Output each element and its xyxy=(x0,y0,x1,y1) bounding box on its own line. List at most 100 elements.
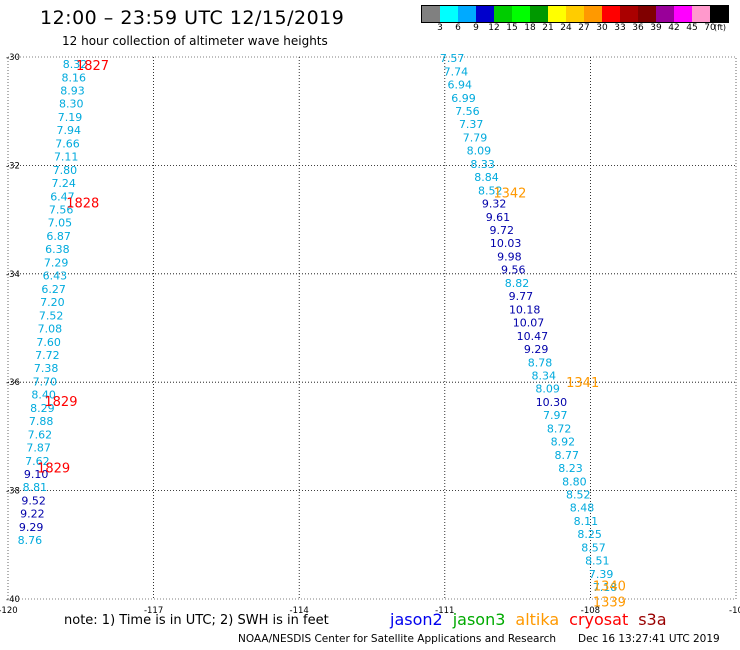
wave-height-value: 9.72 xyxy=(490,224,515,237)
wave-height-value: 8.30 xyxy=(59,98,84,111)
mission-jason3: jason3 xyxy=(452,610,506,629)
wave-height-value: 8.25 xyxy=(577,528,602,541)
x-tick-label: -120 xyxy=(0,606,18,616)
pass-time-label: 1342 xyxy=(493,187,526,202)
wave-height-value: 7.56 xyxy=(455,105,480,118)
wave-height-value: 8.34 xyxy=(532,369,557,382)
color-swatch xyxy=(602,6,620,22)
color-scale-label: 3 xyxy=(437,23,443,33)
y-tick-label: -34 xyxy=(6,270,20,280)
generation-timestamp: Dec 16 13:27:41 UTC 2019 xyxy=(578,633,720,645)
wave-height-value: 9.32 xyxy=(482,198,507,211)
wave-height-value: 7.20 xyxy=(40,296,65,309)
mission-legend: jason2 jason3 altika cryosat s3a xyxy=(390,610,677,629)
wave-height-value: 8.16 xyxy=(61,71,86,84)
pass-time-label: 1827 xyxy=(76,59,109,74)
credit-line: NOAA/NESDIS Center for Satellite Applica… xyxy=(238,633,556,645)
wave-height-value: 7.70 xyxy=(33,375,58,388)
wave-height-value: 7.79 xyxy=(463,131,488,144)
color-scale-unit: (ft) xyxy=(714,23,727,32)
y-tick-label: -40 xyxy=(6,595,20,605)
wave-height-value: 8.72 xyxy=(547,422,572,435)
color-scale-label: 33 xyxy=(614,23,626,33)
wave-height-value: 8.92 xyxy=(551,436,576,449)
wave-height-value: 7.94 xyxy=(56,124,81,137)
wave-height-value: 6.94 xyxy=(447,79,472,92)
color-scale-label: 12 xyxy=(488,23,500,33)
wave-height-value: 7.57 xyxy=(440,52,465,65)
pass-time-label: 1341 xyxy=(566,376,599,391)
wave-height-value: 8.48 xyxy=(570,502,595,515)
footer-note: note: 1) Time is in UTC; 2) SWH is in fe… xyxy=(64,613,329,628)
wave-height-value: 7.18 xyxy=(593,581,618,594)
color-swatch xyxy=(710,6,728,22)
color-scale-label: 42 xyxy=(668,23,680,33)
wave-height-value: 7.24 xyxy=(51,177,76,190)
wave-height-value: 8.81 xyxy=(23,481,48,494)
wave-height-value: 7.08 xyxy=(38,323,63,336)
wave-height-value: 9.10 xyxy=(24,468,49,481)
color-swatch xyxy=(422,6,440,22)
color-swatch xyxy=(458,6,476,22)
color-scale-labels: 3 6 9 12 15 18 21 24 27 30 33 36 39 42 45 70 xyxy=(421,23,740,35)
color-scale-label: 24 xyxy=(560,23,572,33)
wave-height-value: 7.39 xyxy=(589,568,614,581)
color-scale-label: 45 xyxy=(686,23,698,33)
wave-height-value: 7.19 xyxy=(58,111,83,124)
x-tick-label: -111 xyxy=(435,606,454,616)
mission-cryosat: cryosat xyxy=(569,610,629,629)
color-swatch xyxy=(692,6,710,22)
x-tick-label: -108 xyxy=(581,606,600,616)
wave-height-value: 6.43 xyxy=(43,270,68,283)
color-swatch xyxy=(530,6,548,22)
wave-height-value: 6.99 xyxy=(451,92,476,105)
wave-height-value: 7.88 xyxy=(29,415,54,428)
wave-height-value: 7.62 xyxy=(28,428,53,441)
color-scale-label: 21 xyxy=(542,23,554,33)
wave-height-value: 6.27 xyxy=(41,283,66,296)
color-scale-label: 27 xyxy=(578,23,590,33)
wave-height-value: 8.33 xyxy=(470,158,495,171)
wave-height-value: 6.87 xyxy=(46,230,71,243)
pass-time-label: 1829 xyxy=(44,395,77,410)
wave-height-value: 9.22 xyxy=(20,508,45,521)
wave-height-value: 8.82 xyxy=(505,277,530,290)
wave-height-value: 7.80 xyxy=(53,164,78,177)
color-scale-label: 39 xyxy=(650,23,662,33)
wave-height-value: 7.66 xyxy=(55,137,80,150)
wave-height-value: 7.05 xyxy=(48,217,73,230)
wave-height-value: 10.30 xyxy=(536,396,568,409)
wave-height-value: 8.78 xyxy=(528,356,553,369)
wave-height-value: 10.47 xyxy=(517,330,549,343)
color-scale-label: 70 xyxy=(704,23,716,33)
y-tick-label: -32 xyxy=(6,161,20,171)
wave-height-value: 9.98 xyxy=(497,250,522,263)
color-scale-label: 18 xyxy=(524,23,536,33)
x-tick-label: -10 xyxy=(729,606,740,616)
color-swatch xyxy=(656,6,674,22)
wave-height-value: 10.03 xyxy=(490,237,522,250)
y-tick-label: -30 xyxy=(6,53,20,63)
color-swatch xyxy=(638,6,656,22)
wave-height-value: 8.40 xyxy=(31,389,56,402)
wave-height-value: 8.76 xyxy=(18,534,43,547)
wave-height-value: 8.09 xyxy=(467,145,492,158)
mission-altika: altika xyxy=(515,610,560,629)
wave-height-value: 8.51 xyxy=(585,555,610,568)
wave-height-value: 7.62 xyxy=(25,455,50,468)
wave-height-value: 8.57 xyxy=(581,541,606,554)
wave-height-value: 7.74 xyxy=(444,65,469,78)
wave-height-value: 8.23 xyxy=(558,462,583,475)
wave-height-value: 8.80 xyxy=(562,475,587,488)
color-scale-label: 30 xyxy=(596,23,608,33)
pass-time-label: 1340 xyxy=(593,579,626,594)
pass-time-label: 1828 xyxy=(66,196,99,211)
color-swatch xyxy=(548,6,566,22)
wave-height-value: 7.29 xyxy=(44,256,69,269)
wave-height-value: 8.52 xyxy=(566,489,591,502)
wave-height-value: 7.56 xyxy=(49,204,74,217)
color-scale-label: 9 xyxy=(473,23,479,33)
wave-height-value: 7.37 xyxy=(459,118,484,131)
color-swatch xyxy=(620,6,638,22)
